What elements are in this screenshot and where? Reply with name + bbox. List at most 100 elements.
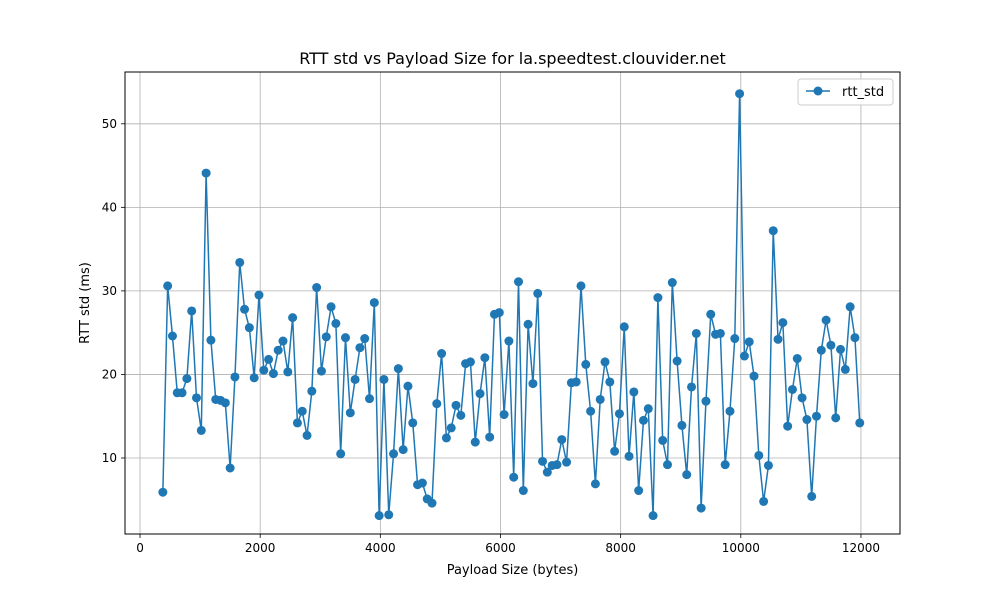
- data-point: [360, 334, 370, 344]
- data-point: [187, 306, 197, 316]
- data-point: [730, 334, 740, 344]
- data-point: [196, 425, 206, 435]
- data-point: [696, 503, 706, 513]
- y-axis-ticks: 10 20 30 40 50: [102, 117, 125, 465]
- data-point: [783, 421, 793, 431]
- data-point: [831, 413, 841, 423]
- data-point: [182, 374, 192, 384]
- data-point: [759, 496, 769, 506]
- data-point: [446, 423, 456, 433]
- y-axis-label: RTT std (ms): [78, 262, 93, 344]
- data-point: [840, 364, 850, 374]
- data-point: [283, 367, 293, 377]
- data-point: [167, 331, 177, 341]
- legend-label-rtt-std: rtt_std: [842, 85, 884, 100]
- x-tick-label: 6000: [485, 541, 516, 555]
- data-point: [735, 89, 745, 99]
- data-point: [528, 379, 538, 389]
- x-tick-label: 2000: [245, 541, 276, 555]
- data-point: [273, 345, 283, 355]
- data-point: [667, 278, 677, 288]
- y-tick-label: 50: [102, 117, 117, 131]
- data-point: [249, 373, 259, 383]
- data-point: [316, 366, 326, 376]
- x-tick-label: 10000: [722, 541, 760, 555]
- data-point: [590, 479, 600, 489]
- data-point: [384, 510, 394, 520]
- data-point: [792, 354, 802, 364]
- data-point: [595, 394, 605, 404]
- data-point: [259, 365, 269, 375]
- data-point: [331, 318, 341, 328]
- data-point: [638, 415, 648, 425]
- data-point: [201, 168, 211, 178]
- data-point: [725, 406, 735, 416]
- data-point: [177, 388, 187, 398]
- data-point: [778, 318, 788, 328]
- data-point: [658, 435, 668, 445]
- data-point: [682, 470, 692, 480]
- data-point: [485, 432, 495, 442]
- data-point: [494, 308, 504, 318]
- data-point: [321, 332, 331, 342]
- data-point: [417, 478, 427, 488]
- y-tick-label: 20: [102, 367, 117, 381]
- data-point: [749, 371, 759, 381]
- data-point: [557, 435, 567, 445]
- data-point: [158, 487, 168, 497]
- y-tick-label: 10: [102, 451, 117, 465]
- data-point: [398, 445, 408, 455]
- data-point: [610, 446, 620, 456]
- data-point: [427, 498, 437, 508]
- data-point: [240, 304, 250, 314]
- data-point: [441, 433, 451, 443]
- data-point: [571, 377, 581, 387]
- data-point: [504, 336, 514, 346]
- series-layer: [158, 89, 865, 521]
- data-point: [816, 345, 826, 355]
- data-point: [552, 460, 562, 470]
- data-point: [691, 328, 701, 338]
- chart-title: RTT std vs Payload Size for la.speedtest…: [299, 49, 726, 68]
- legend: rtt_std: [797, 78, 894, 106]
- y-tick-label: 40: [102, 200, 117, 214]
- data-point: [643, 404, 653, 414]
- data-point: [225, 463, 235, 473]
- data-point: [264, 354, 274, 364]
- data-point: [542, 467, 552, 477]
- data-point: [629, 387, 639, 397]
- data-point: [336, 449, 346, 459]
- data-point: [672, 356, 682, 366]
- data-point: [523, 319, 533, 329]
- data-point: [763, 460, 773, 470]
- data-point: [663, 460, 672, 470]
- data-point: [509, 472, 519, 482]
- data-point: [163, 281, 173, 291]
- x-tick-label: 0: [136, 541, 144, 555]
- data-point: [206, 335, 216, 345]
- data-point: [480, 353, 490, 363]
- data-point: [754, 450, 764, 460]
- data-point: [797, 393, 807, 403]
- data-point: [687, 382, 697, 392]
- data-point: [624, 451, 634, 461]
- data-point: [845, 302, 855, 312]
- data-point: [254, 290, 264, 300]
- data-point: [437, 349, 447, 359]
- data-point: [340, 333, 350, 343]
- data-point: [235, 257, 245, 267]
- data-point: [393, 364, 403, 374]
- data-point: [821, 315, 831, 325]
- data-point: [619, 322, 629, 332]
- data-point: [744, 337, 754, 347]
- data-point: [288, 313, 298, 323]
- data-point: [514, 277, 524, 287]
- data-point: [475, 389, 485, 399]
- data-point: [826, 340, 836, 350]
- data-point: [403, 381, 413, 391]
- data-point: [811, 411, 821, 421]
- data-point: [720, 460, 730, 470]
- data-point: [278, 336, 288, 346]
- data-point: [244, 323, 254, 333]
